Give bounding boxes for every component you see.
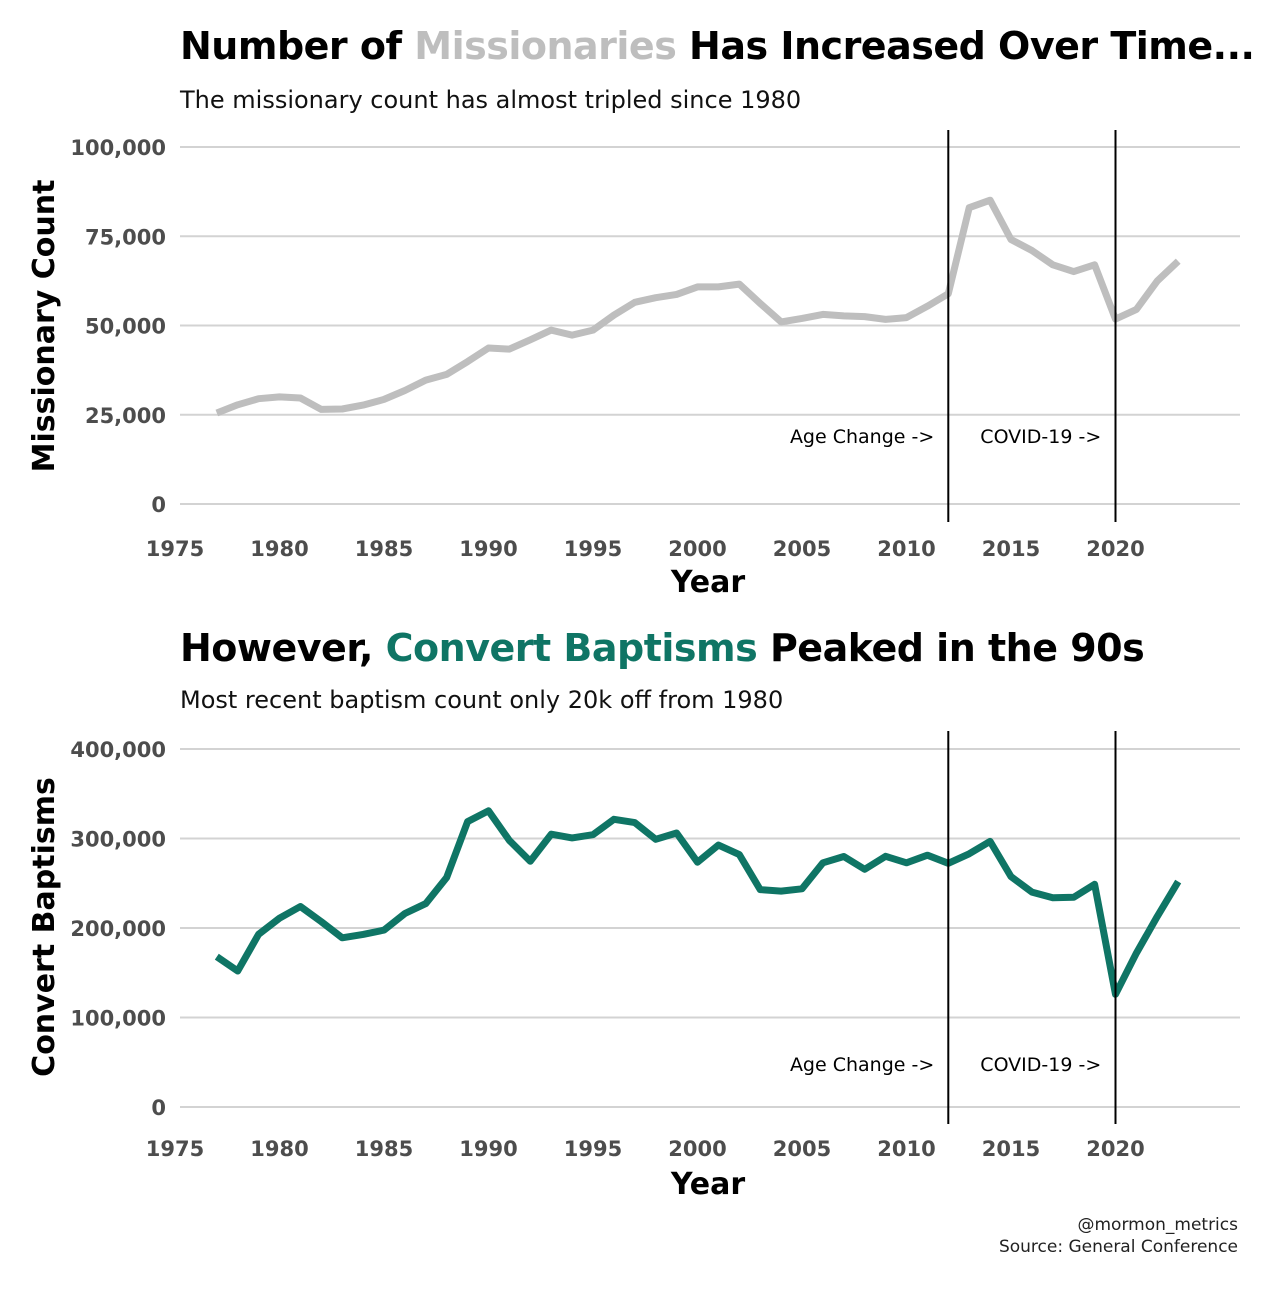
x-axis-title: Year (670, 1167, 746, 1202)
y-tick-label: 0 (151, 1096, 166, 1120)
caption-source: Source: General Conference (998, 1237, 1238, 1257)
x-tick-label: 2000 (668, 537, 726, 561)
x-tick-label: 1980 (250, 537, 308, 561)
covid-label: COVID-19 -> (980, 1054, 1101, 1076)
covid-label: COVID-19 -> (980, 426, 1101, 448)
x-axis-title: Year (670, 565, 746, 600)
baptism-panel: However, Convert Baptisms Peaked in the … (0, 610, 1268, 1210)
series-line (215, 196, 1181, 417)
x-tick-label: 1980 (250, 1137, 308, 1161)
x-tick-label: 2020 (1086, 1137, 1144, 1161)
title-suffix: Has Increased Over Time... (676, 24, 1255, 68)
caption-handle: @mormon_metrics (1077, 1215, 1239, 1235)
y-axis-title: Convert Baptisms (27, 777, 62, 1077)
x-tick-label: 2005 (773, 537, 831, 561)
x-tick-label: 2005 (773, 1137, 831, 1161)
y-tick-label: 400,000 (70, 738, 166, 762)
x-tick-label: 1995 (564, 1137, 622, 1161)
baptism-chart-subtitle: Most recent baptism count only 20k off f… (180, 686, 784, 714)
caption: @mormon_metrics Source: General Conferen… (999, 1214, 1238, 1258)
title-highlight-missionaries: Missionaries (414, 24, 677, 68)
x-tick-label: 1990 (459, 537, 517, 561)
series-line (214, 807, 1182, 998)
y-tick-label: 50,000 (85, 315, 166, 339)
x-tick-label: 1990 (459, 1137, 517, 1161)
x-tick-label: 1985 (355, 537, 413, 561)
y-tick-label: 100,000 (70, 1007, 166, 1031)
missionary-chart-subtitle: The missionary count has almost tripled … (180, 86, 802, 114)
y-tick-label: 300,000 (70, 828, 166, 852)
x-tick-label: 1975 (146, 537, 204, 561)
x-tick-label: 2015 (982, 537, 1040, 561)
x-tick-label: 1995 (564, 537, 622, 561)
y-tick-label: 200,000 (70, 917, 166, 941)
missionary-line-chart: 0 25,000 50,000 75,000 100,000 1975 1980 1985 19… (27, 130, 1240, 600)
y-axis-title: Missionary Count (27, 180, 62, 473)
missionary-panel: Number of Missionaries Has Increased Ove… (0, 0, 1268, 610)
y-tick-label: 0 (151, 493, 166, 517)
x-tick-label: 2015 (982, 1137, 1040, 1161)
age-change-label: Age Change -> (790, 1054, 934, 1076)
title-highlight-baptisms: Convert Baptisms (385, 626, 758, 670)
title-suffix: Peaked in the 90s (757, 626, 1145, 670)
x-tick-label: 1985 (355, 1137, 413, 1161)
y-tick-label: 75,000 (85, 225, 166, 249)
y-tick-label: 25,000 (85, 404, 166, 428)
x-tick-label: 2020 (1086, 537, 1144, 561)
baptism-chart-title: However, Convert Baptisms Peaked in the … (180, 626, 1145, 670)
baptism-line-chart: 0 100,000 200,000 300,000 400,000 1975 1980 198… (27, 731, 1240, 1202)
x-tick-label: 2000 (668, 1137, 726, 1161)
title-prefix: Number of (180, 24, 415, 68)
missionary-chart-title: Number of Missionaries Has Increased Ove… (180, 24, 1255, 68)
age-change-label: Age Change -> (790, 426, 934, 448)
x-tick-label: 2010 (877, 537, 935, 561)
x-tick-label: 2010 (877, 1137, 935, 1161)
title-prefix: However, (180, 626, 386, 670)
y-tick-label: 100,000 (70, 136, 166, 160)
x-tick-label: 1975 (146, 1137, 204, 1161)
